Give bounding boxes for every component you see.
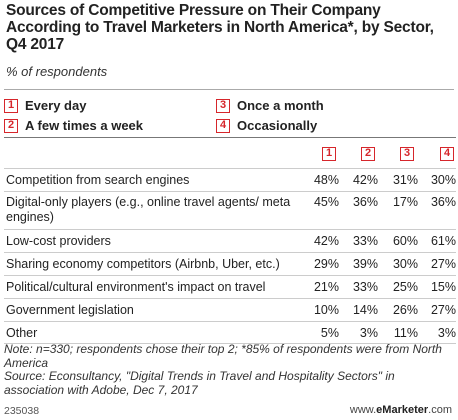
cell-value-col-4: 61%: [430, 234, 456, 248]
data-table: 1 2 3 4 Competition from search engines 4…: [4, 137, 456, 344]
table-row: Competition from search engines 48% 42% 31%…: [4, 168, 456, 191]
legend-label-4: Occasionally: [237, 118, 318, 133]
row-label: Competition from search engines: [6, 173, 190, 187]
cell-value-col-1: 29%: [313, 257, 339, 271]
cell-value-col-1: 10%: [313, 303, 339, 317]
column-key-4: 4: [440, 147, 454, 161]
cell-value-col-3: 30%: [392, 257, 418, 271]
cell-value-col-1: 5%: [320, 326, 339, 340]
table-row: Other 5% 3% 11% 3%: [4, 321, 456, 344]
legend-label-2: A few times a week: [25, 118, 144, 133]
row-label: Digital-only players (e.g., online trave…: [6, 195, 291, 224]
cell-value-col-2: 42%: [352, 173, 378, 187]
chart-subtitle: % of respondents: [6, 64, 108, 79]
table-header-row: 1 2 3 4: [4, 138, 456, 168]
cell-value-col-3: 17%: [392, 195, 418, 209]
cell-value-col-3: 31%: [392, 173, 418, 187]
legend-item-1: 1 Every day: [4, 98, 86, 113]
cell-value-col-4: 27%: [430, 257, 456, 271]
cell-value-col-1: 21%: [313, 280, 339, 294]
cell-value-col-2: 3%: [359, 326, 378, 340]
note-text: Note: n=330; respondents chose their top…: [4, 342, 442, 370]
cell-value-col-2: 14%: [352, 303, 378, 317]
table-row: Low-cost providers 42% 33% 60% 61%: [4, 229, 456, 252]
cell-value-col-1: 42%: [313, 234, 339, 248]
brand-logo: www.eMarketer.com: [350, 404, 452, 416]
footer: 235038 www.eMarketer.com: [0, 402, 458, 420]
brand-suffix: .com: [428, 404, 452, 416]
cell-value-col-3: 26%: [392, 303, 418, 317]
column-key-3: 3: [400, 147, 414, 161]
cell-value-col-1: 48%: [313, 173, 339, 187]
legend-item-3: 3 Once a month: [216, 98, 324, 113]
table-row: Sharing economy competitors (Airbnb, Ube…: [4, 252, 456, 275]
column-key-2: 2: [361, 147, 375, 161]
table-body: Competition from search engines 48% 42% 31%…: [4, 168, 456, 344]
cell-value-col-4: 3%: [437, 326, 456, 340]
legend-key-2: 2: [4, 118, 18, 133]
cell-value-col-2: 39%: [352, 257, 378, 271]
cell-value-col-4: 15%: [430, 280, 456, 294]
legend-key-1: 1: [4, 98, 18, 113]
column-key-1: 1: [322, 147, 336, 161]
cell-value-col-2: 33%: [352, 234, 378, 248]
table-row: Political/cultural environment's impact …: [4, 275, 456, 298]
legend-item-2: 2 A few times a week: [4, 118, 143, 133]
legend-item-4: 4 Occasionally: [216, 118, 317, 133]
source-text: Source: Econsultancy, "Digital Trends in…: [4, 369, 395, 397]
legend: 1 Every day 2 A few times a week 3 Once …: [4, 89, 454, 135]
cell-value-col-1: 45%: [313, 195, 339, 209]
brand-prefix: www.: [349, 404, 377, 416]
row-label: Other: [6, 326, 38, 340]
cell-value-col-2: 33%: [352, 280, 378, 294]
chart-title: Sources of Competitive Pressure on Their…: [6, 2, 434, 53]
cell-value-col-4: 30%: [430, 173, 456, 187]
legend-label-3: Once a month: [237, 98, 324, 113]
row-label: Government legislation: [6, 303, 134, 317]
brand-name: eMarketer: [376, 404, 429, 416]
cell-value-col-3: 25%: [392, 280, 418, 294]
row-label: Political/cultural environment's impact …: [6, 280, 266, 294]
legend-key-4: 4: [216, 118, 230, 133]
chart-notes: Note: n=330; respondents chose their top…: [4, 342, 456, 397]
cell-value-col-2: 36%: [352, 195, 378, 209]
cell-value-col-3: 60%: [392, 234, 418, 248]
cell-value-col-3: 11%: [393, 326, 418, 340]
row-label: Low-cost providers: [6, 234, 111, 248]
cell-value-col-4: 36%: [430, 195, 456, 209]
legend-label-1: Every day: [25, 98, 87, 113]
legend-key-3: 3: [216, 98, 230, 113]
table-row: Government legislation 10% 14% 26% 27%: [4, 298, 456, 321]
cell-value-col-4: 27%: [430, 303, 456, 317]
chart-id: 235038: [4, 405, 40, 417]
table-row: Digital-only players (e.g., online trave…: [4, 191, 456, 229]
row-label: Sharing economy competitors (Airbnb, Ube…: [6, 257, 280, 271]
